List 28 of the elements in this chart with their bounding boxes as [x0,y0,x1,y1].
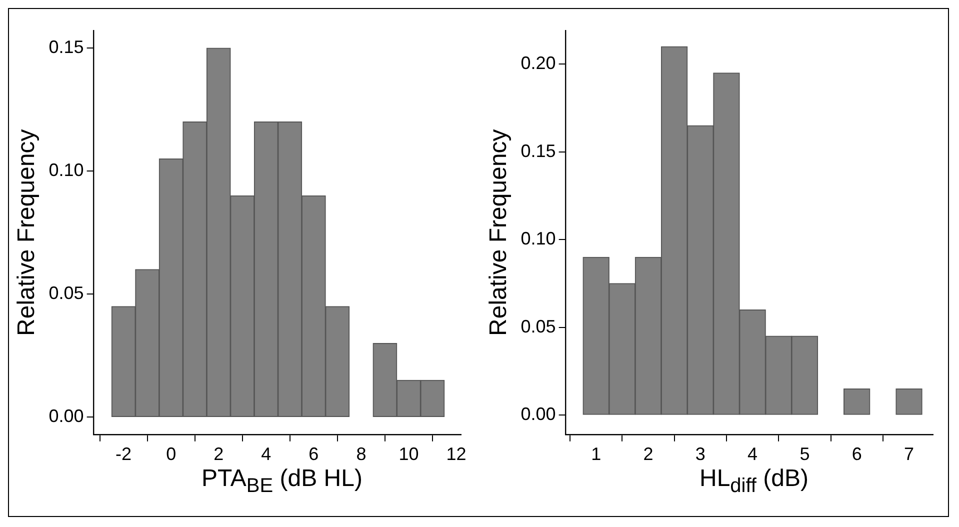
x-axis-title: HL$_{diff}$ (dB) [698,465,810,499]
y-tick-label: 0.15 [520,140,556,161]
x-tick-label: 8 [356,444,366,464]
y-tick-label: 0.05 [520,316,556,336]
x-tick-label: 3 [695,444,706,464]
x-tick-label: 6 [308,444,319,464]
x-tick-label: 4 [748,444,758,464]
y-tick-label: 0.10 [48,160,84,180]
y-tick-label: 0.05 [48,283,84,304]
x-tick-label: 12 [446,444,466,464]
x-tick-label: 7 [904,444,914,464]
x-tick-label: 5 [800,444,810,464]
x-tick-label: -2 [116,444,132,464]
y-tick-label: 0.00 [48,406,84,426]
x-tick-label: 6 [852,444,862,464]
y-axis-title: Relative Frequency [485,129,512,336]
x-tick-label: 10 [398,444,419,464]
y-tick-label: 0.10 [520,228,556,249]
x-tick-label: 0 [166,444,176,464]
x-tick-label: 4 [261,444,272,464]
x-tick-label: 2 [214,444,224,464]
x-tick-label: 2 [643,444,654,464]
y-axis-title: Relative Frequency [13,129,40,336]
y-tick-label: 0.00 [520,404,556,424]
y-tick-label: 0.20 [520,53,556,74]
x-tick-label: 1 [591,444,602,464]
y-tick-label: 0.15 [48,36,84,57]
x-axis-title: PTA$_{BE}$ (dB HL) [200,465,364,499]
